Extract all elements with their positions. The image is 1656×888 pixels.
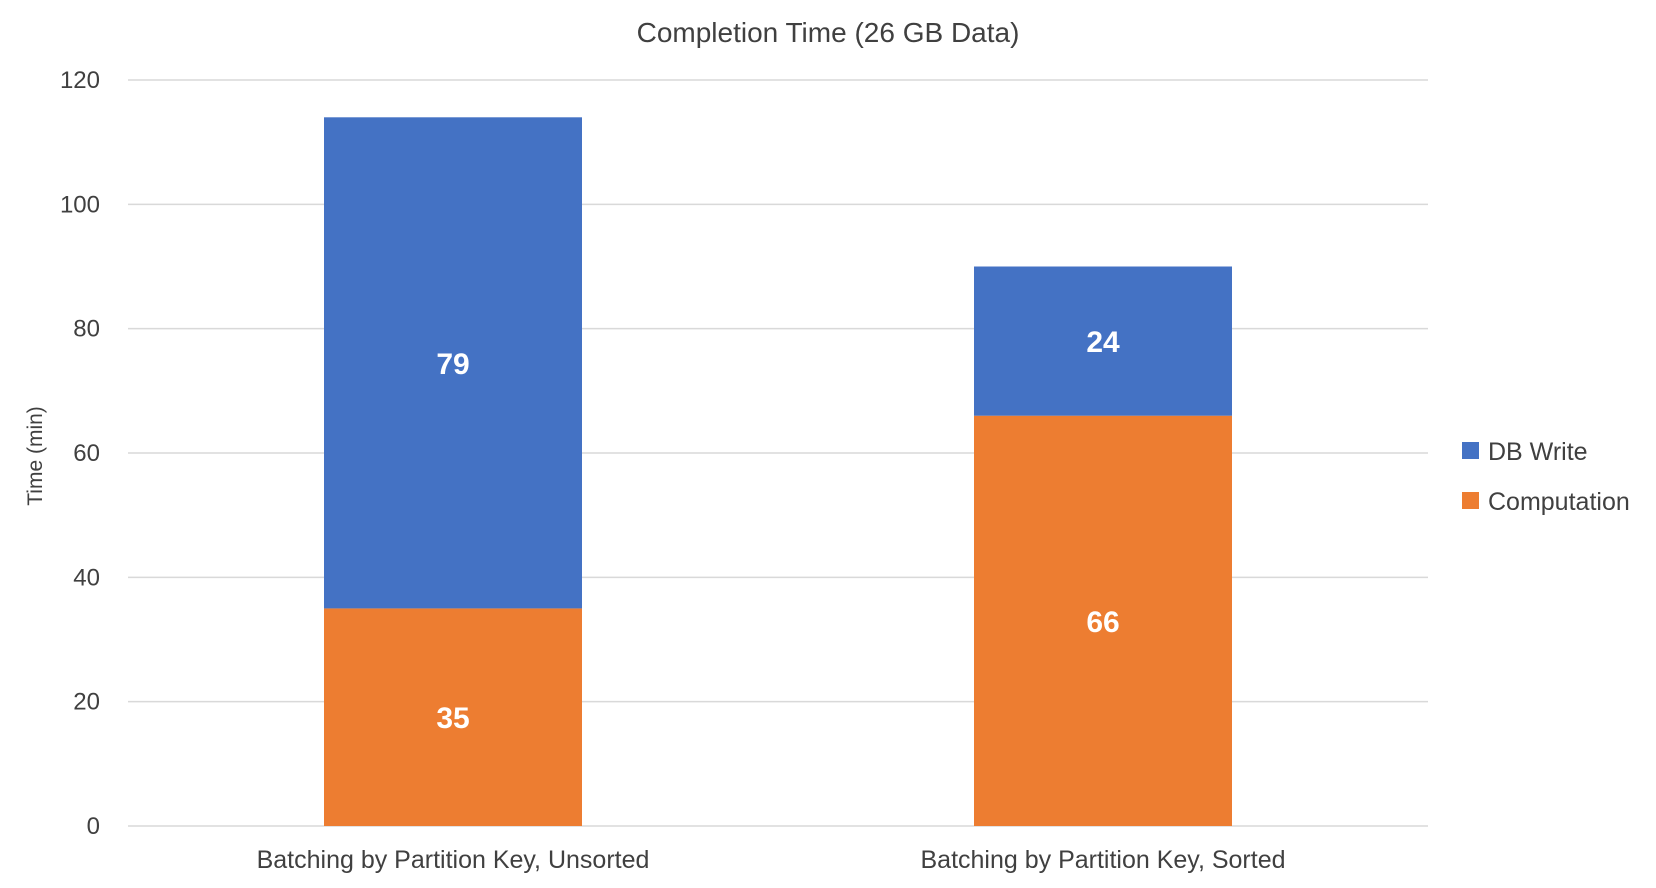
gridlines bbox=[128, 79, 1428, 827]
bar-computation-0 bbox=[324, 608, 582, 826]
y-tick-label: 20 bbox=[73, 689, 100, 716]
y-tick-label: 80 bbox=[73, 316, 100, 343]
legend-label: Computation bbox=[1488, 488, 1630, 516]
legend-label: DB Write bbox=[1488, 438, 1588, 466]
data-label: 66 bbox=[1086, 606, 1119, 639]
y-tick-label: 0 bbox=[87, 813, 100, 840]
bars bbox=[324, 117, 1232, 826]
bar-db-write-1 bbox=[974, 266, 1232, 416]
data-label: 35 bbox=[436, 702, 469, 735]
data-label: 24 bbox=[1086, 326, 1120, 359]
x-axis-categories: Batching by Partition Key, Unsorted Batch… bbox=[257, 846, 1286, 874]
chart-title: Completion Time (26 GB Data) bbox=[637, 17, 1020, 48]
bar-db-write-0 bbox=[324, 117, 582, 609]
legend-swatch-computation bbox=[1462, 492, 1479, 509]
data-label: 79 bbox=[436, 348, 469, 381]
y-tick-label: 60 bbox=[73, 440, 100, 467]
y-tick-label: 120 bbox=[60, 67, 100, 94]
x-category-label: Batching by Partition Key, Sorted bbox=[920, 846, 1285, 874]
legend-swatch-db-write bbox=[1462, 442, 1479, 459]
bar-computation-1 bbox=[974, 415, 1232, 826]
x-category-label: Batching by Partition Key, Unsorted bbox=[257, 846, 650, 874]
y-tick-label: 40 bbox=[73, 564, 100, 591]
data-labels: 35 79 66 24 bbox=[436, 326, 1120, 735]
y-axis-ticks: 0 20 40 60 80 100 120 bbox=[60, 67, 100, 840]
legend: DB Write Computation bbox=[1462, 438, 1630, 516]
y-axis-label: Time (min) bbox=[24, 406, 47, 506]
y-tick-label: 100 bbox=[60, 191, 100, 218]
